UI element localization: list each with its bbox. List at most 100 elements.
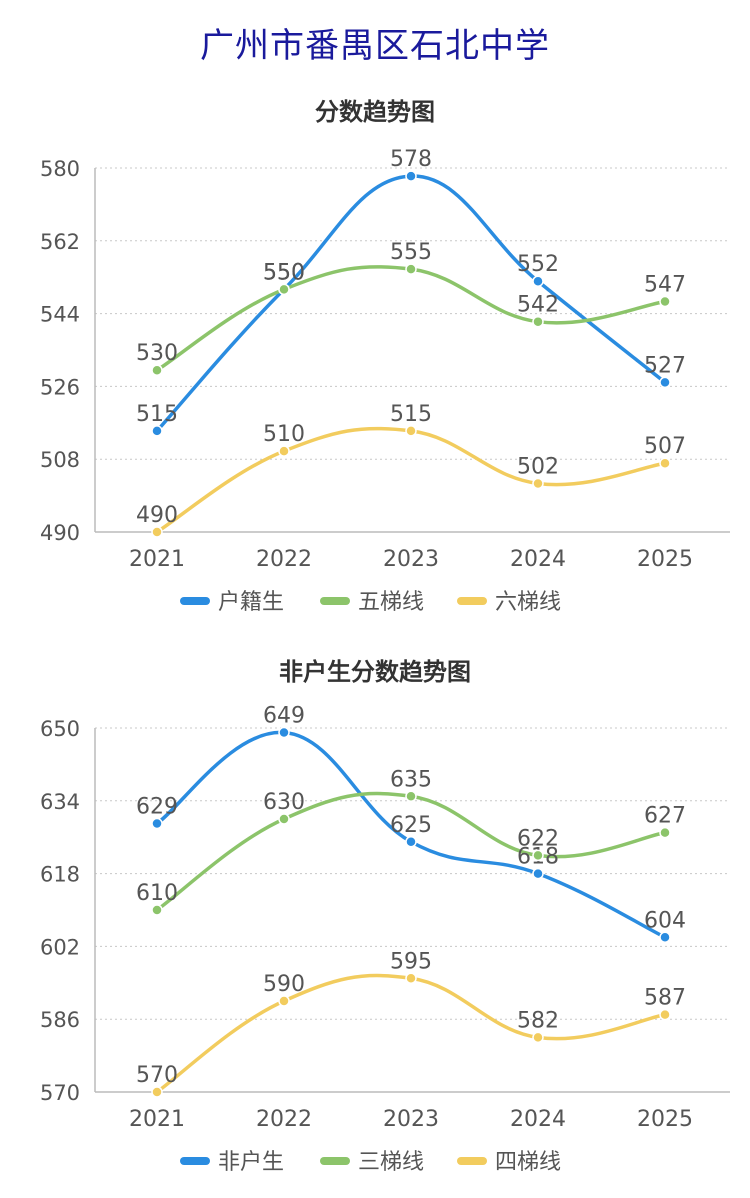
data-label: 610 [136, 881, 178, 906]
data-point[interactable] [532, 275, 544, 287]
data-point[interactable] [278, 813, 290, 825]
data-label: 635 [390, 767, 432, 792]
y-tick-label: 634 [40, 790, 80, 814]
data-point[interactable] [151, 904, 163, 916]
legend-label[interactable]: 户籍生 [218, 590, 284, 615]
data-point[interactable] [278, 726, 290, 739]
data-point[interactable] [532, 1031, 544, 1044]
data-label: 552 [517, 252, 559, 277]
y-tick-label: 650 [40, 717, 80, 741]
data-point[interactable] [532, 315, 544, 328]
non-resident-score-trend-chart: 非户生分数趋势图 570 586 602 618 634 650 2021 2022 2023 20… [40, 658, 730, 1175]
legend-swatch[interactable] [457, 1157, 487, 1165]
legend-label[interactable]: 非户生 [218, 1150, 284, 1175]
x-tick-label: 2024 [510, 1107, 566, 1132]
y-tick-label: 508 [40, 448, 80, 472]
data-point[interactable] [532, 477, 544, 490]
score-trend-chart: 分数趋势图 490 508 526 544 562 580 2021 2022 2023 2024 2… [40, 98, 730, 615]
y-tick-label: 490 [40, 521, 80, 545]
data-point[interactable] [151, 817, 163, 830]
x-tick-label: 2021 [129, 547, 185, 572]
x-tick-label: 2023 [383, 1107, 439, 1132]
data-point[interactable] [532, 849, 544, 862]
data-label: 570 [136, 1063, 178, 1088]
data-label: 595 [390, 949, 432, 974]
legend-swatch[interactable] [180, 597, 210, 605]
data-label: 630 [263, 790, 305, 815]
series-line [155, 973, 667, 1094]
series-line [155, 791, 667, 912]
y-tick-label: 618 [40, 863, 80, 887]
data-point[interactable] [151, 425, 163, 437]
chart-title: 分数趋势图 [315, 98, 435, 126]
data-point[interactable] [659, 826, 671, 839]
data-label: 507 [644, 434, 686, 459]
y-tick-label: 544 [40, 303, 80, 327]
legend-label[interactable]: 六梯线 [495, 590, 561, 615]
data-label: 578 [390, 147, 432, 172]
x-tick-label: 2024 [510, 547, 566, 572]
data-label: 582 [517, 1008, 559, 1033]
data-label: 510 [263, 422, 305, 447]
data-point[interactable] [405, 972, 417, 984]
series-line [155, 730, 667, 940]
x-tick-label: 2023 [383, 547, 439, 572]
legend-swatch[interactable] [180, 1157, 210, 1165]
series-line [155, 174, 667, 433]
legend-label[interactable]: 三梯线 [358, 1150, 424, 1175]
data-label: 542 [517, 293, 559, 318]
data-point[interactable] [405, 263, 417, 275]
data-label: 590 [263, 972, 305, 997]
data-label: 550 [263, 260, 305, 285]
legend-swatch[interactable] [320, 597, 350, 605]
x-tick-label: 2025 [637, 547, 693, 572]
data-label: 625 [390, 813, 432, 838]
legend-label[interactable]: 四梯线 [495, 1150, 561, 1175]
x-tick-label: 2021 [129, 1107, 185, 1132]
data-point[interactable] [405, 836, 417, 848]
data-point[interactable] [659, 931, 671, 944]
series-line [155, 264, 667, 372]
y-tick-label: 562 [40, 230, 80, 254]
data-label: 604 [644, 908, 686, 933]
legend-swatch[interactable] [457, 597, 487, 605]
y-tick-label: 526 [40, 375, 80, 399]
data-label: 629 [136, 795, 178, 820]
legend-swatch[interactable] [320, 1157, 350, 1165]
series-line [155, 426, 667, 534]
data-point[interactable] [278, 283, 290, 296]
data-point[interactable] [659, 376, 671, 389]
x-tick-label: 2022 [256, 1107, 312, 1132]
data-label: 622 [517, 826, 559, 851]
data-label: 547 [644, 272, 686, 297]
data-point[interactable] [532, 867, 544, 880]
data-label: 550 [263, 260, 305, 285]
data-label: 649 [263, 704, 305, 729]
y-tick-label: 580 [40, 157, 80, 181]
data-label: 527 [644, 353, 686, 378]
data-point[interactable] [405, 425, 417, 437]
data-label: 530 [136, 341, 178, 366]
data-label: 502 [517, 454, 559, 479]
data-point[interactable] [151, 526, 163, 538]
legend-label[interactable]: 五梯线 [358, 590, 424, 615]
x-tick-label: 2025 [637, 1107, 693, 1132]
data-label: 587 [644, 986, 686, 1011]
data-point[interactable] [151, 364, 163, 376]
data-point[interactable] [151, 1086, 163, 1098]
data-point[interactable] [405, 170, 417, 182]
data-point[interactable] [659, 295, 671, 308]
data-label: 515 [136, 402, 178, 427]
y-tick-label: 602 [40, 935, 80, 959]
data-point[interactable] [278, 995, 290, 1007]
y-tick-label: 570 [40, 1081, 80, 1105]
data-point[interactable] [659, 1008, 671, 1021]
chart-title: 非户生分数趋势图 [279, 658, 471, 686]
y-tick-label: 586 [40, 1008, 80, 1032]
data-point[interactable] [278, 445, 290, 457]
data-point[interactable] [405, 790, 417, 802]
data-label: 555 [390, 240, 432, 265]
data-point[interactable] [659, 457, 671, 469]
data-label: 490 [136, 503, 178, 528]
page-title: 广州市番禺区石北中学 [200, 26, 550, 66]
